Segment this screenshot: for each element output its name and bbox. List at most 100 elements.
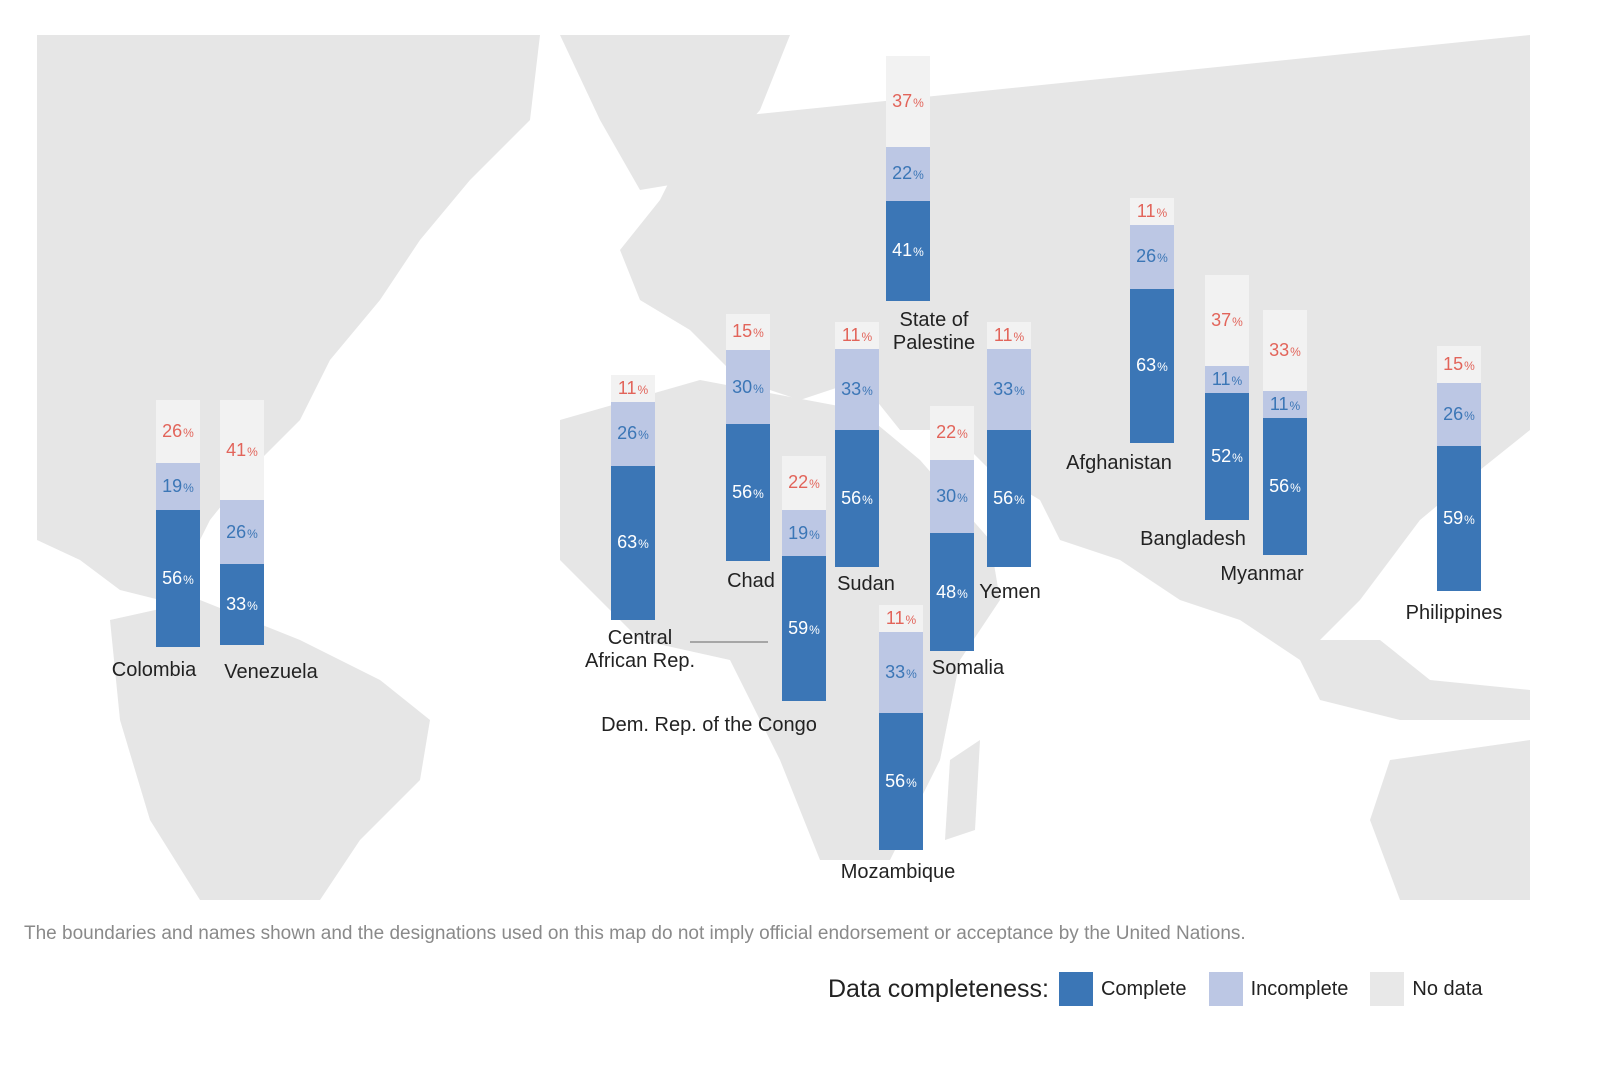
data-label: 19%: [788, 522, 820, 543]
venezuela-incomplete-bar-segment: 26%: [220, 500, 264, 565]
data-label: 11%: [1136, 200, 1168, 221]
central-african-rep-nodata-bar-segment: 11%: [611, 375, 655, 402]
data-label: 52%: [1211, 445, 1243, 466]
data-label: 22%: [788, 472, 820, 493]
data-label: 11%: [617, 377, 649, 398]
south-america-landmass: [110, 600, 430, 900]
data-label: 26%: [617, 423, 649, 444]
central-african-rep-incomplete-bar-segment: 26%: [611, 401, 655, 466]
legend-swatch-complete: [1058, 972, 1093, 1006]
data-label: 56%: [993, 487, 1025, 508]
venezuela-complete-bar-segment: 33%: [220, 564, 264, 645]
data-label: 26%: [1136, 246, 1168, 267]
data-label: 41%: [892, 240, 924, 261]
philippines-complete-bar-segment: 59%: [1437, 446, 1481, 591]
data-label: 33%: [885, 661, 917, 682]
data-label: 37%: [892, 90, 924, 111]
data-label: 56%: [732, 481, 764, 502]
somalia-incomplete-bar-segment: 30%: [930, 459, 974, 534]
data-label: 59%: [1443, 508, 1475, 529]
legend-label-incomplete: Incomplete: [1250, 977, 1349, 1000]
legend-label-no-data: No data: [1412, 977, 1483, 1000]
data-label: 33%: [841, 378, 873, 399]
venezuela-country-label: Venezuela: [224, 661, 318, 683]
mozambique-complete-bar-segment: 56%: [879, 712, 923, 850]
central-african-rep-country-label: Central African Rep.: [584, 627, 696, 672]
colombia-complete-bar-segment: 56%: [156, 509, 200, 647]
data-label: 11%: [1211, 368, 1243, 389]
afghanistan-complete-bar-segment: 63%: [1130, 288, 1174, 443]
afghanistan-incomplete-bar-segment: 26%: [1130, 224, 1174, 289]
central-african-rep-complete-bar-segment: 63%: [611, 465, 655, 620]
data-label: 33%: [226, 594, 258, 615]
disclaimer-text: The boundaries and names shown and the d…: [24, 923, 1246, 944]
legend: Data completeness: Complete Incomplete N…: [828, 972, 1504, 1006]
state-of-palestine-complete-bar-segment: 41%: [886, 200, 930, 301]
chad-country-label: Chad: [727, 570, 775, 592]
bangladesh-complete-bar-segment: 52%: [1205, 392, 1249, 520]
state-of-palestine-country-label: State of Palestine: [892, 309, 976, 354]
north-america-landmass: [37, 35, 540, 600]
sudan-country-label: Sudan: [837, 573, 895, 595]
australia-landmass: [1370, 740, 1530, 900]
legend-label-complete: Complete: [1100, 977, 1187, 1000]
data-label: 30%: [936, 486, 968, 507]
venezuela-nodata-bar-segment: 41%: [220, 400, 264, 501]
somalia-nodata-bar-segment: 22%: [930, 406, 974, 460]
data-label: 11%: [1269, 393, 1301, 414]
madagascar-landmass: [945, 740, 980, 840]
state-of-palestine-incomplete-bar-segment: 22%: [886, 146, 930, 201]
legend-title: Data completeness:: [828, 974, 1049, 1003]
bangladesh-nodata-bar-segment: 37%: [1205, 275, 1249, 366]
afghanistan-country-label: Afghanistan: [1066, 452, 1172, 474]
somalia-complete-bar-segment: 48%: [930, 533, 974, 651]
data-label: 15%: [732, 321, 764, 342]
bangladesh-incomplete-bar-segment: 11%: [1205, 365, 1249, 393]
colombia-incomplete-bar-segment: 19%: [156, 463, 200, 510]
mozambique-nodata-bar-segment: 11%: [879, 605, 923, 632]
mozambique-incomplete-bar-segment: 33%: [879, 631, 923, 713]
philippines-country-label: Philippines: [1405, 602, 1503, 624]
data-label: 56%: [1269, 475, 1301, 496]
chad-complete-bar-segment: 56%: [726, 423, 770, 561]
yemen-incomplete-bar-segment: 33%: [987, 348, 1031, 430]
sudan-incomplete-bar-segment: 33%: [835, 348, 879, 430]
myanmar-complete-bar-segment: 56%: [1263, 417, 1307, 555]
legend-swatch-incomplete: [1208, 972, 1243, 1006]
greenland-landmass: [560, 35, 790, 190]
myanmar-nodata-bar-segment: 33%: [1263, 310, 1307, 391]
chad-incomplete-bar-segment: 30%: [726, 350, 770, 424]
data-label: 26%: [226, 521, 258, 542]
colombia-country-label: Colombia: [111, 659, 197, 681]
data-label: 41%: [226, 439, 258, 460]
data-label: 26%: [1443, 404, 1475, 425]
somalia-country-label: Somalia: [931, 657, 1005, 679]
dem-rep-of-the-congo-nodata-bar-segment: 22%: [782, 456, 826, 510]
data-label: 59%: [788, 618, 820, 639]
myanmar-country-label: Myanmar: [1220, 563, 1304, 585]
state-of-palestine-nodata-bar-segment: 37%: [886, 56, 930, 147]
mozambique-country-label: Mozambique: [840, 861, 956, 883]
data-label: 22%: [892, 163, 924, 184]
data-label: 30%: [732, 376, 764, 397]
sudan-complete-bar-segment: 56%: [835, 429, 879, 567]
data-label: 11%: [841, 324, 873, 345]
data-label: 48%: [936, 581, 968, 602]
yemen-complete-bar-segment: 56%: [987, 429, 1031, 567]
data-label: 15%: [1443, 353, 1475, 374]
data-label: 33%: [1269, 339, 1301, 360]
dem-rep-of-the-congo-incomplete-bar-segment: 19%: [782, 509, 826, 557]
data-label: 56%: [841, 487, 873, 508]
southeast-asia-landmass: [1290, 640, 1530, 720]
chad-nodata-bar-segment: 15%: [726, 313, 770, 351]
data-label: 22%: [936, 422, 968, 443]
legend-swatch-no-data: [1370, 972, 1405, 1006]
philippines-incomplete-bar-segment: 26%: [1437, 382, 1481, 447]
bangladesh-country-label: Bangladesh: [1140, 528, 1246, 550]
dem-rep-of-the-congo-complete-bar-segment: 59%: [782, 556, 826, 701]
myanmar-incomplete-bar-segment: 11%: [1263, 390, 1307, 418]
data-label: 63%: [1136, 355, 1168, 376]
yemen-nodata-bar-segment: 11%: [987, 322, 1031, 349]
colombia-nodata-bar-segment: 26%: [156, 399, 200, 464]
afghanistan-nodata-bar-segment: 11%: [1130, 198, 1174, 225]
